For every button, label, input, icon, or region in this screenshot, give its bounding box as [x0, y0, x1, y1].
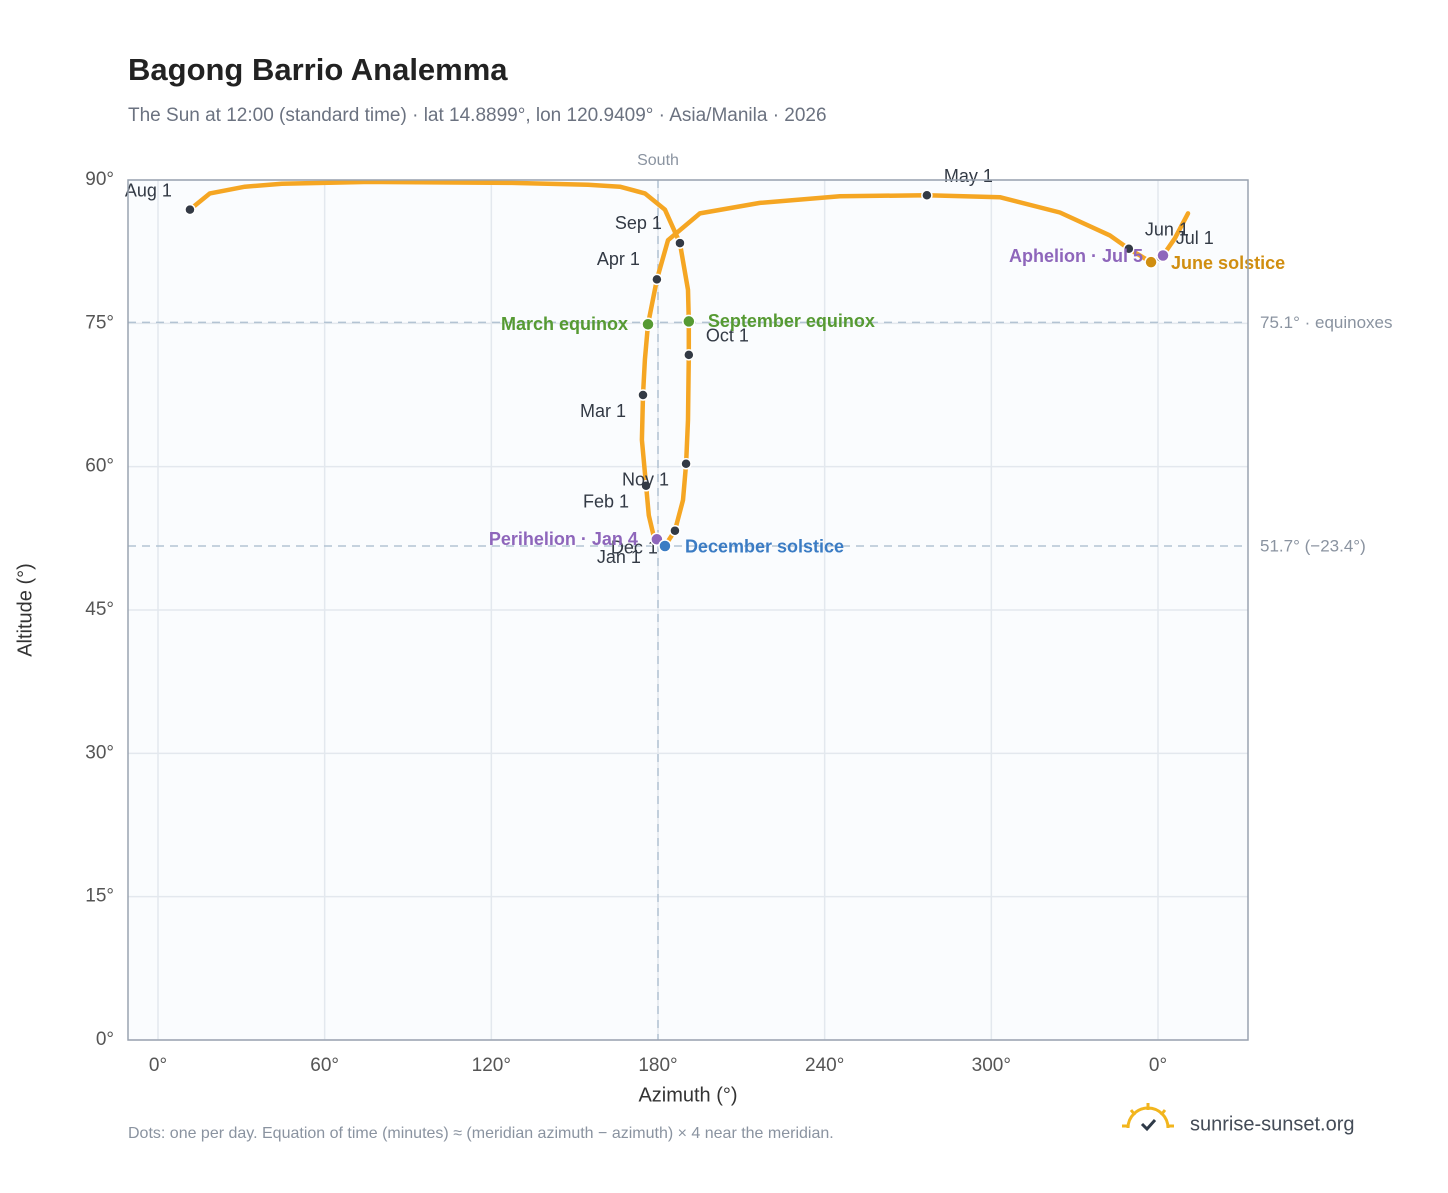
month-label: Mar 1 — [580, 401, 626, 421]
analemma-curve — [187, 179, 1191, 549]
reference-label: 75.1° · equinoxes — [1260, 313, 1393, 332]
event-marker — [641, 317, 655, 332]
month-label: May 1 — [944, 166, 993, 186]
month-label: Feb 1 — [583, 492, 629, 512]
month-label: Jun 1 — [1145, 220, 1189, 240]
month-label: Sep 1 — [615, 213, 662, 233]
y-tick-label: 90° — [85, 169, 114, 190]
chart-title: Bagong Barrio Analemma — [128, 52, 508, 87]
x-tick-label: 180° — [638, 1055, 677, 1076]
y-axis-label: Altitude (°) — [14, 563, 36, 657]
event-label: December solstice — [685, 537, 844, 557]
footnote: Dots: one per day. Equation of time (min… — [128, 1125, 834, 1142]
event-marker — [1144, 255, 1158, 269]
reference-label: 51.7° (−23.4°) — [1260, 536, 1366, 555]
y-tick-label: 75° — [85, 312, 114, 333]
event-label: Aphelion · Jul 5 — [1009, 246, 1143, 266]
month-label: Dec 1 — [611, 537, 658, 557]
event-label: March equinox — [501, 314, 628, 334]
x-tick-label: 300° — [972, 1055, 1011, 1076]
month-label: Nov 1 — [622, 470, 669, 490]
event-marker — [682, 314, 696, 329]
x-axis-label: Azimuth (°) — [638, 1084, 737, 1106]
month-marker — [640, 480, 652, 492]
x-tick-label: 120° — [472, 1055, 511, 1076]
month-marker — [184, 203, 196, 216]
x-tick-label: 0° — [149, 1055, 167, 1076]
event-marker — [658, 539, 672, 553]
month-marker — [680, 458, 692, 470]
event-marker — [1156, 248, 1170, 263]
brand-logo — [1122, 1103, 1174, 1132]
month-marker — [683, 349, 695, 361]
reference-label: South — [637, 152, 679, 169]
x-tick-label: 60° — [310, 1055, 339, 1076]
y-tick-label: 0° — [96, 1029, 114, 1050]
month-marker — [651, 273, 663, 286]
event-label: Perihelion · Jan 4 — [489, 529, 638, 549]
brand: sunrise-sunset.org — [1190, 1113, 1355, 1135]
month-label: Oct 1 — [706, 326, 749, 346]
month-label: Jul 1 — [1176, 228, 1214, 248]
chart-subtitle: The Sun at 12:00 (standard time) · lat 1… — [128, 105, 827, 126]
y-tick-label: 60° — [85, 456, 114, 477]
month-marker — [637, 389, 649, 401]
event-label: September equinox — [708, 311, 875, 331]
y-tick-label: 15° — [85, 886, 114, 907]
month-marker — [1123, 243, 1135, 255]
x-tick-label: 0° — [1149, 1055, 1167, 1076]
month-marker — [674, 237, 686, 249]
month-label: Apr 1 — [597, 249, 640, 269]
month-label: Jan 1 — [597, 547, 641, 567]
month-label: Aug 1 — [125, 180, 172, 200]
x-tick-label: 240° — [805, 1055, 844, 1076]
y-tick-label: 30° — [85, 742, 114, 763]
month-marker — [921, 189, 933, 202]
plot-frame — [127, 179, 1249, 1041]
event-label: June solstice — [1171, 253, 1285, 273]
y-tick-label: 45° — [85, 599, 114, 620]
month-marker — [669, 524, 681, 537]
